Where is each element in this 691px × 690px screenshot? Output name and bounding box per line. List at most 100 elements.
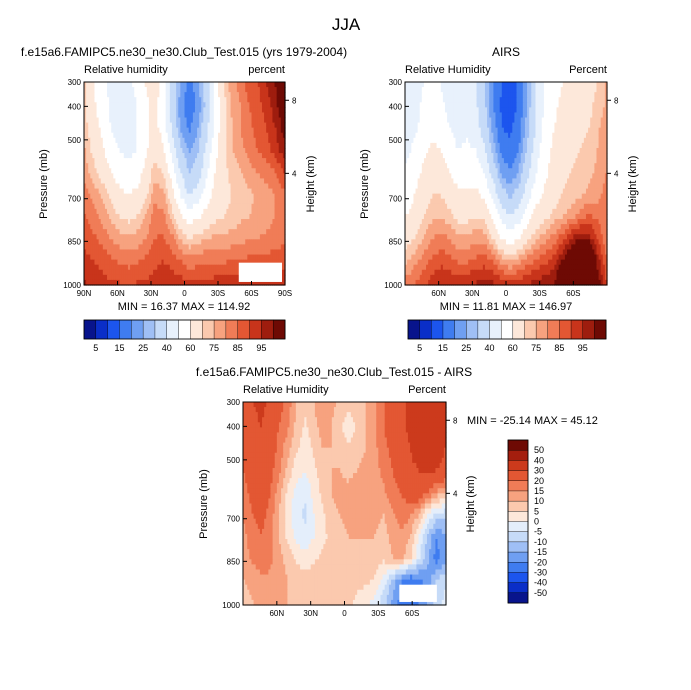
- heatmap-cell: [159, 198, 163, 205]
- heatmap-cell: [102, 92, 106, 98]
- heatmap-cell: [577, 97, 581, 103]
- heatmap-cell: [259, 127, 263, 134]
- heatmap-cell: [190, 168, 194, 174]
- heatmap-cell: [207, 239, 211, 245]
- heatmap-cell: [194, 107, 198, 114]
- heatmap-cell: [92, 107, 96, 114]
- heatmap-cell: [190, 208, 194, 215]
- heatmap-cell: [171, 163, 175, 169]
- heatmap-cell: [165, 137, 169, 144]
- heatmap-cell: [197, 127, 200, 134]
- heatmap-cell: [142, 107, 146, 114]
- heatmap-cell: [98, 163, 102, 169]
- heatmap-cell: [123, 264, 127, 271]
- heatmap-cell: [86, 213, 89, 220]
- heatmap-cell: [134, 137, 137, 144]
- heatmap-cell: [234, 87, 238, 93]
- heatmap-cell: [127, 203, 131, 210]
- heatmap-cell: [222, 213, 225, 220]
- heatmap-cell: [512, 92, 516, 98]
- heatmap-cell: [197, 137, 200, 144]
- heatmap-cell: [218, 142, 221, 149]
- heatmap-cell: [249, 178, 253, 185]
- heatmap-cell: [153, 132, 156, 139]
- heatmap-cell: [119, 254, 123, 261]
- heatmap-cell: [234, 82, 238, 88]
- heatmap-cell: [436, 97, 440, 103]
- heatmap-cell: [113, 244, 116, 251]
- heatmap-cell: [232, 219, 236, 225]
- heatmap-cell: [155, 219, 158, 225]
- heatmap-cell: [226, 102, 230, 108]
- heatmap-cell: [140, 178, 144, 185]
- heatmap-cell: [90, 122, 93, 129]
- heatmap-cell: [268, 137, 271, 144]
- heatmap-cell: [197, 117, 200, 124]
- heatmap-cell: [123, 178, 127, 185]
- heatmap-cell: [186, 163, 190, 169]
- heatmap-cell: [255, 127, 259, 134]
- heatmap-cell: [209, 142, 213, 149]
- heatmap-cell: [201, 208, 204, 215]
- heatmap-cell: [188, 117, 192, 124]
- heatmap-cell: [161, 147, 165, 154]
- heatmap-cell: [104, 87, 108, 93]
- heatmap-cell: [501, 92, 505, 98]
- heatmap-cell: [113, 254, 116, 261]
- heatmap-cell: [230, 239, 234, 245]
- heatmap-cell: [113, 239, 116, 245]
- heatmap-cell: [117, 208, 121, 215]
- heatmap-cell: [270, 147, 274, 154]
- heatmap-cell: [178, 127, 181, 134]
- heatmap-cell: [531, 102, 534, 108]
- heatmap-cell: [215, 224, 219, 230]
- heatmap-cell: [270, 249, 274, 256]
- heatmap-cell: [148, 234, 152, 240]
- heatmap-cell: [184, 112, 188, 119]
- heatmap-cell: [207, 132, 211, 139]
- heatmap-cell: [180, 168, 183, 174]
- heatmap-cell: [176, 158, 179, 164]
- heatmap-cell: [121, 193, 125, 200]
- heatmap-cell: [169, 127, 173, 134]
- heatmap-cell: [86, 219, 89, 225]
- heatmap-cell: [151, 132, 154, 139]
- heatmap-cell: [182, 264, 186, 271]
- heatmap-cell: [86, 122, 89, 129]
- heatmap-cell: [104, 92, 108, 98]
- heatmap-cell: [207, 92, 211, 98]
- heatmap-cell: [282, 264, 286, 271]
- heatmap-cell: [92, 208, 96, 215]
- heatmap-cell: [142, 264, 146, 271]
- heatmap-cell: [186, 203, 190, 210]
- heatmap-cell: [575, 87, 579, 93]
- heatmap-cell: [226, 173, 230, 180]
- heatmap-cell: [253, 239, 257, 245]
- heatmap-cell: [241, 112, 244, 119]
- heatmap-cell: [169, 208, 173, 215]
- heatmap-cell: [253, 153, 257, 159]
- heatmap-cell: [264, 183, 267, 190]
- heatmap-cell: [190, 234, 194, 240]
- heatmap-cell: [153, 173, 156, 180]
- heatmap-cell: [90, 127, 93, 134]
- heatmap-cell: [102, 153, 106, 159]
- heatmap-cell: [136, 107, 140, 114]
- heatmap-cell: [215, 188, 219, 195]
- heatmap-cell: [503, 82, 507, 88]
- heatmap-cell: [148, 117, 152, 124]
- heatmap-cell: [84, 198, 87, 205]
- heatmap-cell: [130, 127, 133, 134]
- heatmap-cell: [134, 259, 137, 266]
- heatmap-cell: [280, 234, 284, 240]
- heatmap-cell: [178, 97, 181, 103]
- heatmap-cell: [594, 82, 598, 88]
- heatmap-cell: [169, 239, 173, 245]
- heatmap-cell: [84, 117, 87, 124]
- heatmap-cell: [203, 279, 207, 286]
- heatmap-cell: [261, 239, 265, 245]
- heatmap-cell: [102, 127, 106, 134]
- heatmap-cell: [207, 269, 211, 276]
- heatmap-cell: [272, 244, 276, 251]
- heatmap-cell: [104, 158, 108, 164]
